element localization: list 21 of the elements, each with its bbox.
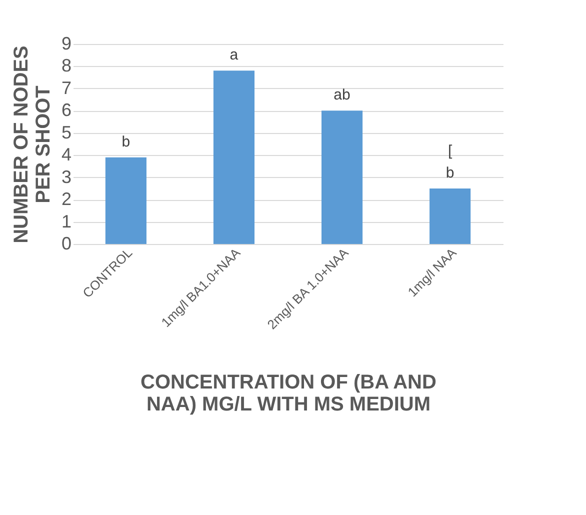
y-tick-label: 8: [61, 56, 72, 76]
y-tick-label: 3: [61, 166, 72, 187]
annotation: a: [230, 46, 239, 64]
annotation: b: [446, 164, 454, 182]
annotation: b: [122, 133, 130, 150]
annotation: [: [448, 142, 453, 160]
bar: [321, 110, 363, 244]
y-tick-label: 5: [61, 122, 72, 142]
y-tick-label: 4: [61, 144, 72, 165]
y-tick-label: 7: [61, 78, 72, 98]
bar: [105, 157, 146, 244]
bar: [213, 70, 255, 244]
y-tick-label: 1: [61, 211, 72, 232]
y-axis-title: NUMBER OF NODES PER SHOOT: [10, 46, 54, 244]
annotation: ab: [334, 86, 350, 104]
y-tick-label: 9: [61, 34, 72, 54]
y-tick-label: 0: [61, 234, 72, 254]
y-tick-label: 6: [61, 100, 72, 120]
x-axis-title: CONCENTRATION OF (BA AND NAA) MG/L WITH MS MEDIUM: [140, 372, 436, 416]
y-tick-label: 2: [61, 189, 72, 210]
bar: [430, 188, 471, 244]
